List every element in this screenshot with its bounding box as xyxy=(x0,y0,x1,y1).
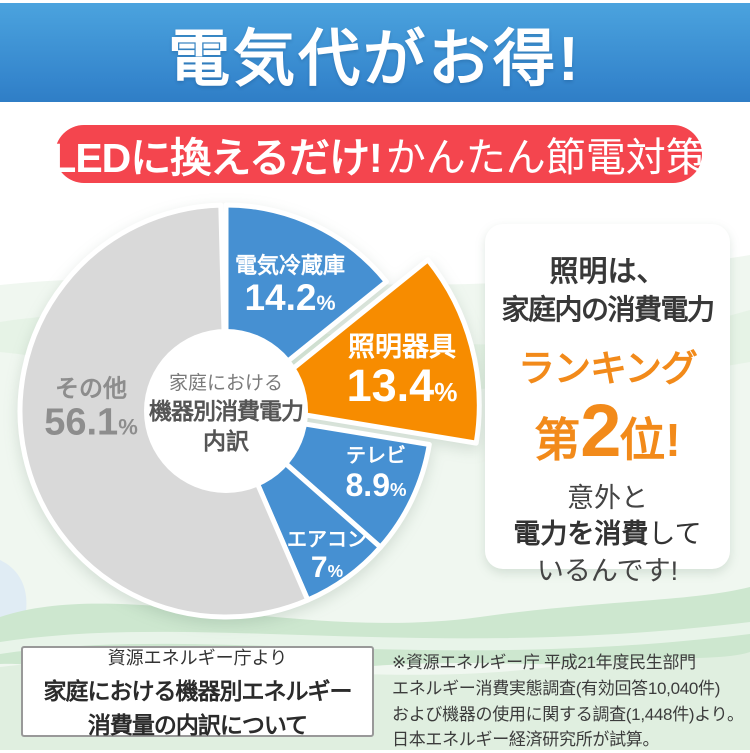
pie-label-lighting: 照明器具 13.4% xyxy=(346,332,458,412)
led-banner-regular-text: かんたん節電対策 xyxy=(385,136,706,180)
callout-ranking-label: ランキング xyxy=(518,348,698,390)
slice-name: エアコン xyxy=(287,529,367,552)
source-box-line3: 消費量の内訳について xyxy=(87,711,308,738)
pie-label-refrigerator: 電気冷蔵庫 14.2% xyxy=(235,254,345,318)
center-caption-line2: 機器別消費電力 xyxy=(149,398,304,425)
slice-value: 14.2% xyxy=(244,276,336,318)
footnote: ※資源エネルギー庁 平成21年度民生部門 エネルギー消費実態調査(有効回答10,… xyxy=(392,650,750,753)
led-banner: LEDに換えるだけ! かんたん節電対策 xyxy=(51,125,706,183)
footnote-line1: ※資源エネルギー庁 平成21年度民生部門 xyxy=(392,653,696,672)
callout-line5: 意外と xyxy=(567,482,648,513)
footnote-line4: 日本エネルギー経済研究所が試算。 xyxy=(392,730,660,750)
ranking-callout-card: 照明は、 家庭内の消費電力 ランキング 第 2 位! 意外と 電力を消費して いるん… xyxy=(485,224,730,586)
pie-label-aircon: エアコン 7% xyxy=(287,529,367,584)
callout-line2: 家庭内の消費電力 xyxy=(501,293,715,325)
footnote-line2: エネルギー消費実態調査(有効回答10,040件) xyxy=(392,678,721,698)
slice-name: その他 xyxy=(55,375,127,403)
center-caption-line1: 家庭における xyxy=(168,373,283,395)
led-banner-bold-text: LEDに換えるだけ! xyxy=(51,135,382,181)
page-title: 電気代がお得! xyxy=(168,24,582,94)
callout-line6: 電力を消費して xyxy=(513,519,702,550)
slice-name: テレビ xyxy=(345,444,406,467)
footnote-line3: および機器の使用に関する調査(1,448件)より。 xyxy=(392,704,744,724)
slice-value: 13.4% xyxy=(346,360,458,412)
pie-center-hole xyxy=(144,329,308,493)
slice-value: 7% xyxy=(310,550,344,584)
callout-rank-number: 第 2 位! xyxy=(534,389,681,473)
slice-value: 56.1% xyxy=(44,401,138,444)
slice-value: 8.9% xyxy=(345,466,407,503)
source-reference-box: 資源エネルギー庁より 家庭における機器別エネルギー 消費量の内訳について xyxy=(21,646,374,738)
header-banner: 電気代がお得! xyxy=(0,3,750,102)
slice-name: 電気冷蔵庫 xyxy=(234,253,346,279)
callout-line7: いるんです! xyxy=(536,555,679,586)
slice-name: 照明器具 xyxy=(347,332,456,363)
pie-label-other: その他 56.1% xyxy=(44,375,138,444)
source-box-line2: 家庭における機器別エネルギー xyxy=(43,677,353,704)
pie-label-tv: テレビ 8.9% xyxy=(345,444,407,503)
center-caption-line3: 内訳 xyxy=(203,428,249,455)
source-box-line1: 資源エネルギー庁より xyxy=(107,647,288,668)
callout-line1: 照明は、 xyxy=(549,256,666,288)
pie-center-caption: 家庭における 機器別消費電力 内訳 xyxy=(149,371,304,457)
